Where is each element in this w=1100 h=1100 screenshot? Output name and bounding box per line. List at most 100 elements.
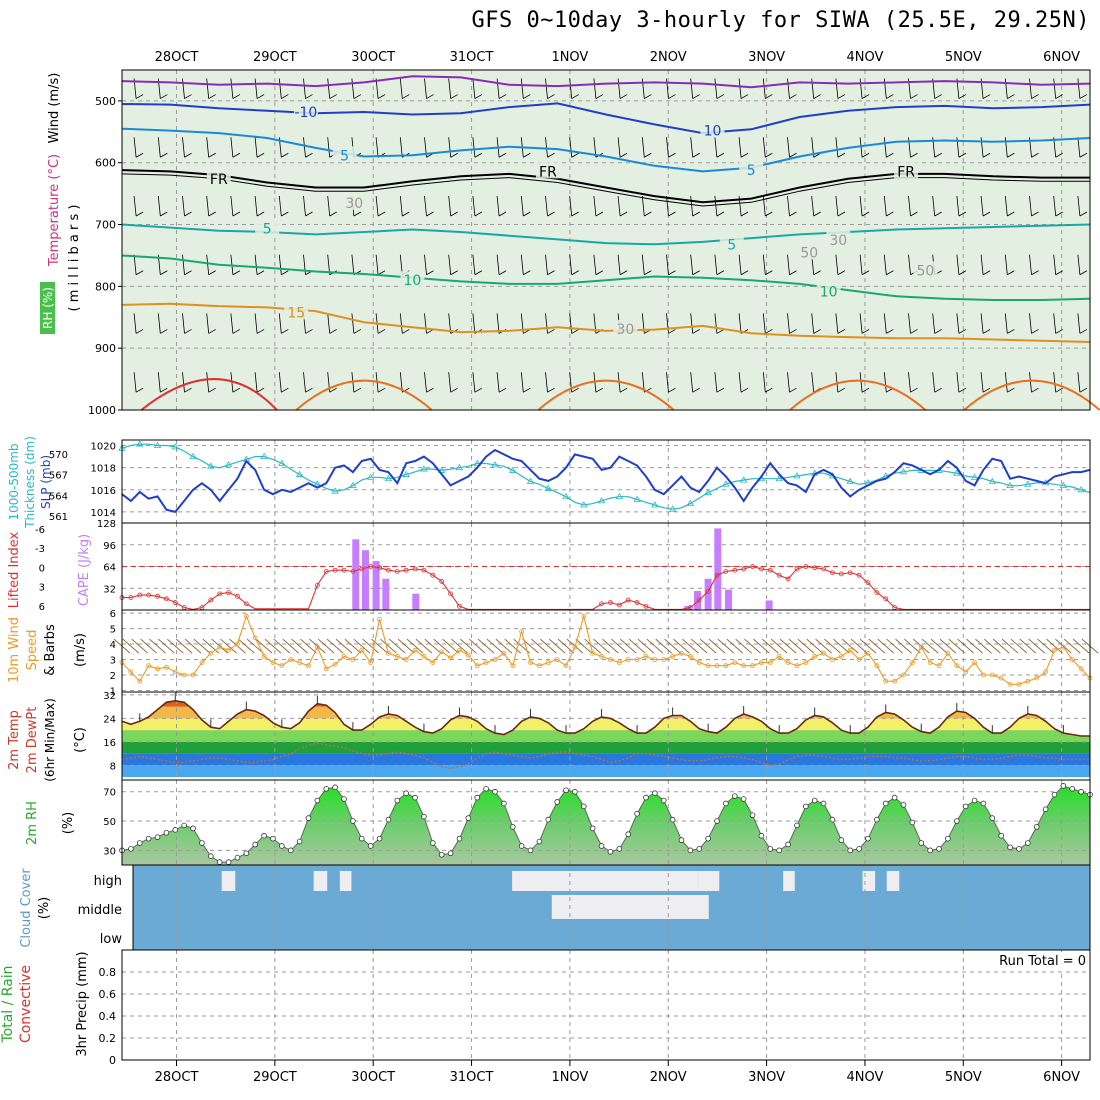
wind-barb-10m	[930, 638, 948, 654]
y-tick-label: 8	[110, 761, 116, 772]
wind-barb	[883, 372, 887, 393]
wind-barb	[278, 372, 282, 393]
wind-barb-10m	[1046, 638, 1063, 654]
wind-speed-point	[465, 652, 471, 658]
wind-barb	[353, 211, 362, 217]
panel-precip: 0 0.2 0.4 0.6 0.8 Run Total = 0 Total / Rain Co…	[0, 949, 1091, 1067]
wind-barb	[641, 254, 645, 275]
wind-barb	[668, 94, 676, 99]
wind-barb	[714, 254, 718, 275]
wind-barb	[835, 195, 839, 217]
panel-cape-li: 32 64 96 128 -6 -3 0 3 6 Lifted Index CAPE (J/kg)	[7, 519, 1091, 613]
date-label-top: 30OCT	[351, 50, 395, 65]
wind-speed-point	[421, 654, 427, 659]
wind-barb	[644, 152, 652, 158]
wind-barb	[690, 137, 694, 158]
wind-barb	[278, 254, 282, 275]
y-tick-label: 0	[109, 1054, 116, 1067]
wind-barb	[813, 94, 821, 99]
wind-barb	[619, 387, 628, 393]
wind-speed-point	[243, 613, 249, 619]
wind-barb	[1077, 372, 1081, 393]
thickness-point	[686, 499, 695, 507]
wind-barb-10m	[255, 638, 273, 654]
wind-barb	[668, 211, 676, 217]
wind-barb	[184, 387, 192, 393]
cape-bar	[724, 589, 732, 610]
rh2m-point	[225, 859, 232, 865]
y-tick-label: 0.4	[99, 1010, 117, 1023]
wind-speed-point	[599, 654, 604, 659]
date-label-bottom: 31OCT	[450, 1070, 494, 1085]
rh2m-point	[136, 840, 143, 846]
wind-barb	[256, 329, 265, 334]
rh2m-point	[882, 800, 889, 807]
wind-barb	[787, 195, 790, 217]
rh2m-point	[296, 838, 303, 845]
wind-barb	[135, 329, 144, 334]
wind-barb	[595, 387, 604, 393]
thickness-point	[331, 487, 339, 494]
wind-barb	[738, 372, 742, 393]
rh2m-point	[447, 850, 454, 857]
wind-barb	[281, 152, 289, 158]
wind-barb	[934, 387, 942, 393]
wind-speed-point	[1016, 681, 1022, 687]
wind-barb	[230, 195, 234, 217]
rh2m-point	[252, 841, 259, 848]
wind-barb-10m	[717, 638, 735, 654]
y-tick-label: 64	[103, 563, 116, 574]
rh2m-point	[607, 849, 614, 855]
wind-speed-point	[386, 650, 391, 656]
lifted-index-point	[235, 593, 240, 599]
rh2m-point	[421, 813, 427, 820]
wind-barb	[256, 152, 265, 158]
wind-barb	[1004, 78, 1008, 99]
wind-speed-point	[1060, 644, 1066, 650]
wind-barb	[426, 211, 434, 217]
wind-barb	[1055, 211, 1063, 217]
wind-barb	[474, 94, 483, 99]
wind-barb-10m	[575, 638, 593, 654]
ylabel-wind-barbs: & Barbs	[43, 624, 58, 676]
wind-barb-10m	[424, 638, 442, 654]
wind-barb	[666, 137, 669, 158]
wind-barb	[256, 387, 265, 393]
rh2m-point	[731, 793, 738, 799]
rh2m-point	[358, 835, 365, 842]
ylabel-millibars: ( m i l l i b a r s )	[67, 205, 82, 312]
rh2m-point	[332, 784, 338, 791]
wind-barb-10m	[415, 638, 433, 654]
wind-barb-10m	[531, 638, 548, 654]
wind-barb	[206, 78, 210, 99]
date-label-bottom: 5NOV	[945, 1070, 982, 1085]
wind-barb	[520, 195, 524, 217]
lifted-index-point	[634, 600, 640, 605]
wind-barb	[908, 195, 911, 217]
wind-barb	[1029, 78, 1032, 99]
rh2m-point	[1069, 785, 1076, 792]
wind-barb	[424, 78, 427, 99]
wind-speed-point	[652, 657, 658, 662]
wind-barb	[835, 137, 839, 158]
wind-barb	[571, 329, 579, 334]
temp--10-line	[121, 102, 1091, 135]
wind-barb	[641, 137, 645, 158]
wind-speed-point	[199, 660, 205, 666]
rh2m-point	[509, 824, 516, 830]
wind-barb	[184, 94, 192, 99]
wind-barb	[254, 372, 258, 393]
panel-cloud-cover: high middle low Cloud Cover (%)	[19, 864, 1091, 951]
wind-barb	[886, 211, 894, 217]
cape-bar	[361, 550, 369, 610]
rh2m-point	[305, 815, 312, 821]
contour-label: 30	[616, 322, 634, 338]
lifted-index-point	[439, 579, 445, 584]
thickness-point	[526, 477, 535, 484]
wind-barb	[208, 211, 216, 217]
contour-label-bg	[293, 103, 318, 120]
wind-barb	[908, 254, 911, 275]
wind-barb	[1004, 372, 1008, 393]
wind-barb	[571, 211, 579, 217]
wind-speed-point	[270, 660, 276, 666]
